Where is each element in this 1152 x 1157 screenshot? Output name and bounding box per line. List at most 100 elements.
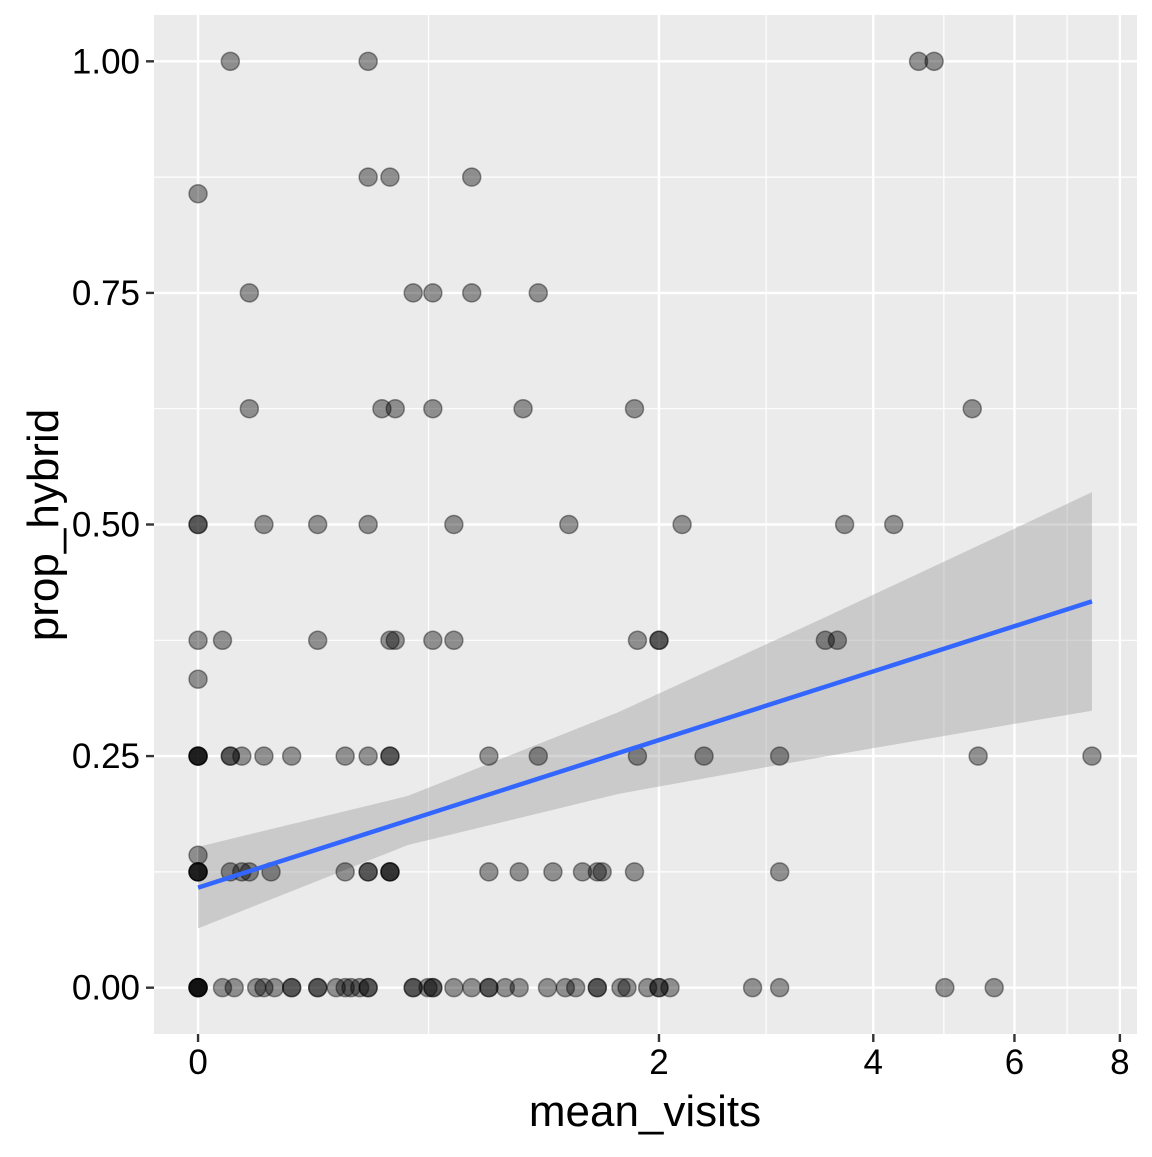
x-tick-label: 2 [649,1043,668,1082]
data-point [188,746,208,766]
data-point [188,977,208,998]
data-point [587,862,608,882]
x-axis-title: mean_visits [529,1087,761,1136]
data-point [307,514,328,535]
data-point [572,862,593,882]
data-point [358,862,378,882]
data-point [587,977,608,998]
data-point [358,862,378,882]
data-point [188,977,208,998]
data-point [444,630,464,651]
data-point [924,51,944,72]
data-point [281,977,302,998]
data-point [962,398,982,419]
data-point [769,977,790,998]
data-point [528,283,549,303]
data-point [660,977,680,998]
x-tick-label: 4 [864,1043,883,1082]
data-point [444,514,464,535]
data-point [423,283,443,303]
fit-line [197,599,1093,890]
data-point [587,977,608,998]
data-point [555,977,576,998]
y-tick-label: 0.25 [72,737,140,776]
data-point [254,746,274,766]
data-point [307,977,328,998]
data-point [349,977,370,998]
data-point [884,514,904,535]
data-point [624,398,645,419]
data-point [358,51,378,72]
data-point [418,977,438,998]
data-point [479,977,499,998]
data-point [188,845,208,865]
data-point [188,514,208,535]
data-point [834,514,855,535]
axes: 0 2 4 6 8 0.00 0.25 0.50 0.75 1.00 [72,42,1130,1082]
data-point [188,746,208,766]
data-point [307,630,328,651]
data-point [380,862,400,882]
data-point [188,862,208,882]
data-point [239,283,260,303]
data-point [444,977,464,998]
data-point [380,630,400,651]
data-point [908,51,929,72]
y-tick-label: 0.00 [72,969,140,1008]
data-point [403,283,423,303]
data-point [509,977,529,998]
data-point [358,514,378,535]
data-point [188,977,208,998]
data-point [968,746,988,766]
data-point [815,630,836,651]
data-point [513,398,533,419]
data-point [188,746,208,766]
data-point [358,167,378,187]
data-point [617,977,637,998]
data-point [649,630,669,651]
data-point [543,862,563,882]
data-point [326,977,346,998]
data-point [742,977,763,998]
data-point [380,167,400,187]
data-point [984,977,1004,998]
confidence-band [198,492,1092,929]
data-point [694,746,714,766]
data-point [559,514,579,535]
data-point [565,977,586,998]
y-tick-label: 0.75 [72,274,140,313]
data-point [358,746,378,766]
y-axis-title: prop_hybrid [19,409,68,641]
data-point [188,862,208,882]
data-point [372,398,392,419]
data-point [461,283,482,303]
data-point [246,977,267,998]
data-point [212,630,233,651]
data-point [528,746,549,766]
points [188,51,1102,998]
data-point [461,977,482,998]
data-point [307,977,328,998]
data-point [769,746,790,766]
data-point [254,514,274,535]
x-tick-label: 0 [188,1043,207,1082]
data-point [239,398,260,419]
data-point [188,514,208,535]
data-point [385,398,405,419]
data-point [281,746,302,766]
data-point [769,862,790,882]
data-point [188,669,208,689]
data-point [380,862,400,882]
data-point [188,746,208,766]
confidence-band-area [198,492,1092,929]
data-point [403,977,423,998]
x-tick-label: 8 [1110,1043,1129,1082]
data-point [611,977,631,998]
data-point [592,862,612,882]
data-point [627,630,648,651]
data-point [385,630,405,651]
data-point [649,977,669,998]
data-point [479,862,499,882]
data-point [935,977,955,998]
